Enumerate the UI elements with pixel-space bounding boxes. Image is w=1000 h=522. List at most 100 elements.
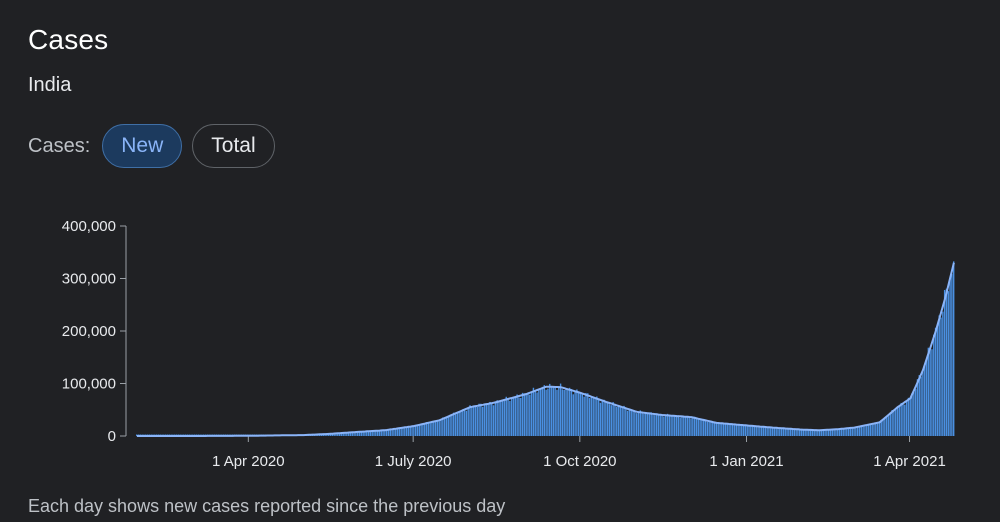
- daily-bar: [858, 426, 861, 436]
- daily-bar: [686, 416, 689, 436]
- daily-bar: [844, 428, 846, 436]
- daily-bar: [784, 428, 786, 436]
- daily-bar: [404, 427, 406, 436]
- chart-footnote: Each day shows new cases reported since …: [28, 496, 506, 516]
- daily-bar: [721, 422, 723, 436]
- daily-bar: [838, 428, 841, 436]
- daily-bar: [768, 427, 770, 436]
- daily-bar: [755, 426, 757, 436]
- daily-bar: [329, 433, 332, 436]
- daily-bar: [512, 397, 515, 436]
- daily-bar: [478, 403, 480, 436]
- daily-bar: [369, 431, 372, 436]
- daily-bar: [501, 401, 504, 436]
- daily-bar: [393, 428, 395, 436]
- daily-bar: [679, 417, 681, 436]
- daily-bar: [605, 402, 607, 436]
- daily-bar: [813, 430, 815, 436]
- daily-bar: [429, 423, 431, 436]
- daily-bar: [925, 359, 928, 436]
- daily-bar: [766, 426, 768, 436]
- daily-bar: [523, 393, 526, 436]
- daily-bar: [616, 406, 618, 436]
- daily-bar: [498, 402, 500, 436]
- cases-toggle: Cases: New Total: [28, 123, 285, 169]
- daily-bar: [896, 407, 899, 436]
- daily-bar: [828, 429, 830, 436]
- daily-bar: [509, 400, 511, 436]
- daily-bar: [371, 430, 373, 436]
- daily-bar: [913, 391, 915, 436]
- daily-bar: [440, 419, 442, 436]
- daily-bar: [648, 412, 651, 436]
- daily-bar: [539, 388, 542, 436]
- y-tick-label: 400,000: [62, 218, 116, 235]
- daily-bar: [753, 426, 756, 436]
- daily-bar: [471, 407, 473, 436]
- daily-bar: [641, 412, 643, 436]
- daily-bar: [389, 429, 392, 436]
- daily-bar: [344, 432, 346, 436]
- daily-bar: [485, 403, 488, 436]
- daily-bar: [434, 420, 437, 436]
- daily-bar: [384, 430, 386, 436]
- daily-bar: [922, 370, 924, 436]
- daily-bar: [494, 401, 497, 436]
- daily-bar: [759, 426, 761, 436]
- daily-bar: [416, 424, 419, 436]
- daily-bar: [420, 424, 422, 436]
- daily-bar: [905, 400, 908, 436]
- y-axis: 0 100,000 200,000 300,000 400,000: [62, 218, 127, 445]
- daily-bar: [398, 427, 401, 436]
- daily-bar: [730, 423, 732, 436]
- daily-bar: [592, 397, 594, 436]
- daily-bar: [413, 426, 415, 436]
- daily-bar: [911, 393, 913, 436]
- daily-bar: [136, 434, 138, 436]
- daily-bar: [373, 430, 375, 436]
- daily-bar: [643, 413, 645, 436]
- daily-bar: [788, 428, 790, 436]
- daily-bar: [757, 425, 759, 436]
- total-cases-chip[interactable]: Total: [192, 124, 275, 168]
- daily-bar: [387, 429, 390, 436]
- daily-bar: [530, 392, 533, 436]
- daily-bar: [692, 416, 694, 436]
- daily-bar: [829, 429, 832, 436]
- daily-bar: [521, 392, 524, 436]
- daily-bar: [799, 429, 801, 436]
- daily-bar: [538, 388, 540, 436]
- card-title: Cases: [28, 24, 109, 55]
- daily-bar: [907, 397, 910, 436]
- daily-bar: [934, 327, 937, 436]
- daily-bar: [578, 392, 580, 436]
- daily-bar: [675, 415, 678, 436]
- daily-bar: [645, 412, 647, 436]
- daily-bar: [496, 400, 498, 436]
- daily-bar: [391, 429, 393, 436]
- daily-bar: [438, 421, 440, 436]
- daily-bar: [510, 397, 513, 436]
- daily-bar: [791, 428, 794, 436]
- y-tick-label: 0: [108, 428, 116, 445]
- daily-bar: [400, 427, 402, 436]
- daily-bar: [346, 432, 348, 436]
- daily-bar: [875, 422, 877, 436]
- x-tick-label: 1 Apr 2020: [212, 453, 285, 470]
- cases-chart[interactable]: 0 100,000 200,000 300,000 400,000 1 Apr 2020…: [0, 200, 1000, 480]
- daily-bar: [826, 429, 828, 436]
- daily-bar: [770, 428, 772, 436]
- daily-bar: [467, 407, 469, 436]
- location-label: India: [28, 74, 72, 96]
- daily-bar: [617, 406, 620, 436]
- daily-bar: [476, 406, 478, 436]
- daily-bar: [869, 424, 872, 436]
- daily-bar: [715, 423, 718, 436]
- daily-bar: [775, 427, 777, 436]
- daily-bar: [779, 428, 781, 436]
- new-cases-chip[interactable]: New: [102, 124, 183, 168]
- daily-bar: [677, 415, 680, 436]
- daily-bar: [541, 386, 544, 436]
- daily-bar: [358, 432, 361, 436]
- y-tick-label: 300,000: [62, 271, 116, 288]
